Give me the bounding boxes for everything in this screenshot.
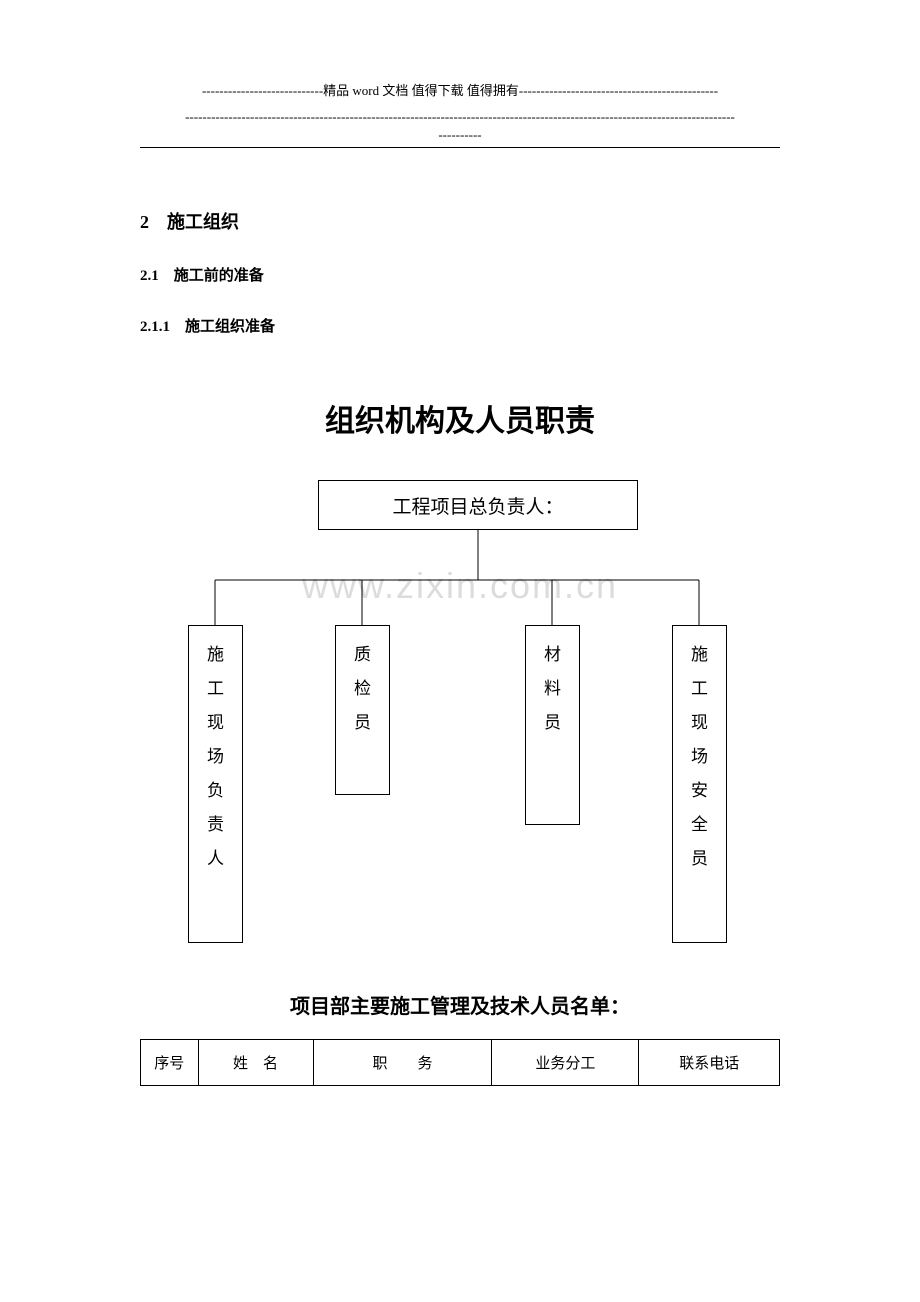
org-sub-box-1-char-1: 工 [207,672,224,706]
org-sub-box-3-char-0: 材 [544,638,561,672]
org-sub-box-4-char-3: 场 [691,740,708,774]
table-header-2: 姓 名 [198,1040,313,1086]
org-sub-box-4-char-5: 全 [691,808,708,842]
header-separator [140,147,780,148]
org-sub-box-4-char-0: 施 [691,638,708,672]
org-sub-box-1-char-5: 责 [207,808,224,842]
table-header-1: 序号 [141,1040,199,1086]
org-sub-box-4-char-1: 工 [691,672,708,706]
table-header-3: 职 务 [313,1040,492,1086]
org-sub-box-4: 施 工 现 场 安 全 员 [672,625,727,943]
org-sub-box-3: 材 料 员 [525,625,580,825]
table-header-5: 联系电话 [639,1040,780,1086]
org-sub-box-1: 施 工 现 场 负 责 人 [188,625,243,943]
org-sub-box-1-char-2: 现 [207,706,224,740]
section-heading-1: 2 施工组织 [140,208,780,234]
org-sub-box-3-char-1: 料 [544,672,561,706]
personnel-table: 序号 姓 名 职 务 业务分工 联系电话 [140,1039,780,1086]
org-sub-box-2-char-0: 质 [354,638,371,672]
section-heading-3: 2.1.1 施工组织准备 [140,315,780,336]
org-sub-box-4-char-4: 安 [691,774,708,808]
table-header-4: 业务分工 [492,1040,639,1086]
org-chart: www.zixin.com.cn 工程项目总负责人： 施 工 现 场 负 责 人… [140,480,780,960]
org-sub-box-4-char-2: 现 [691,706,708,740]
org-sub-box-4-char-6: 员 [691,842,708,876]
org-sub-box-1-char-0: 施 [207,638,224,672]
org-sub-box-1-char-6: 人 [207,842,224,876]
header-line-1: ----------------------------精品 word 文档 值… [140,80,780,99]
section-heading-2: 2.1 施工前的准备 [140,264,780,285]
org-sub-box-2: 质 检 员 [335,625,390,795]
table-header-row: 序号 姓 名 职 务 业务分工 联系电话 [141,1040,780,1086]
org-sub-box-2-char-2: 员 [354,706,371,740]
org-sub-box-3-char-2: 员 [544,706,561,740]
main-title: 组织机构及人员职责 [140,396,780,440]
header-line-3: ---------- [140,127,780,143]
org-sub-box-2-char-1: 检 [354,672,371,706]
header-line-2: ----------------------------------------… [140,109,780,125]
org-sub-box-1-char-4: 负 [207,774,224,808]
table-title: 项目部主要施工管理及技术人员名单： [140,990,780,1019]
org-sub-box-1-char-3: 场 [207,740,224,774]
